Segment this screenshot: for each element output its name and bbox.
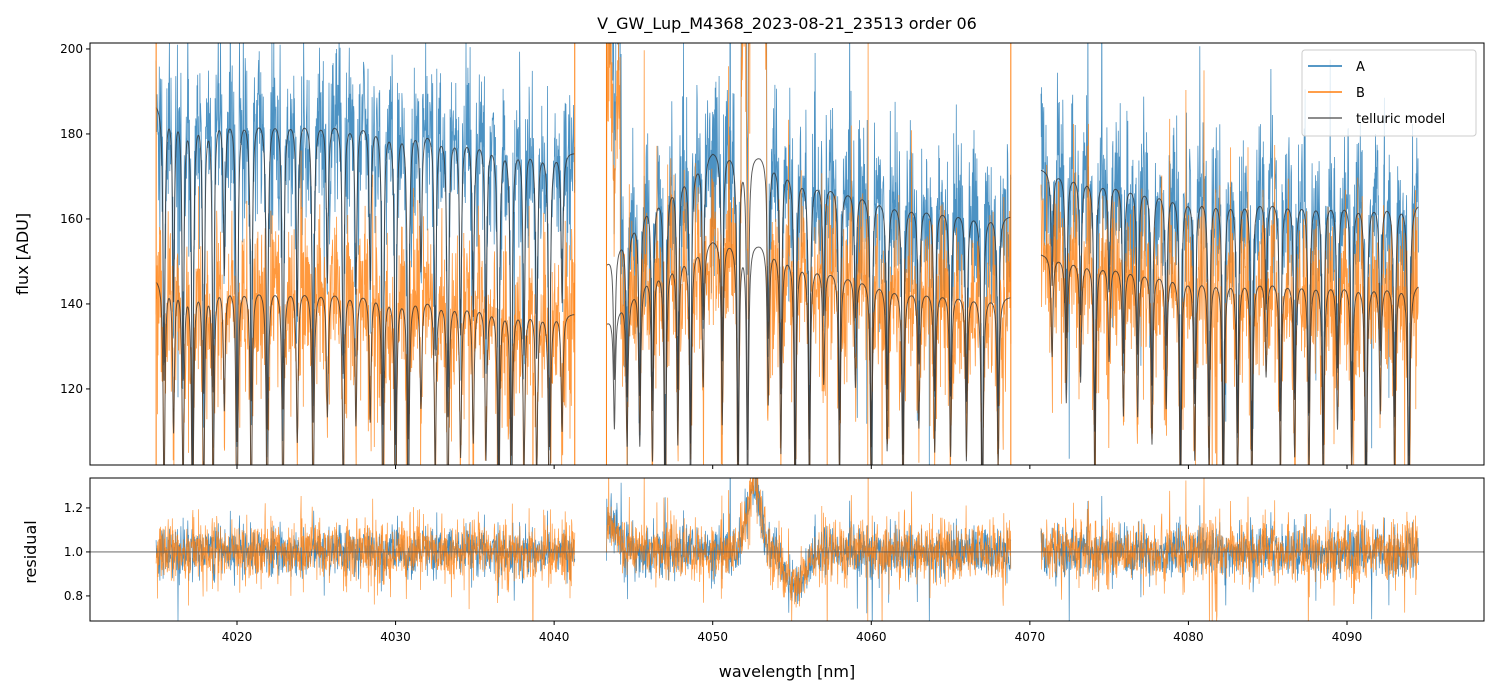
x-axis-label: wavelength [nm] bbox=[719, 662, 856, 681]
x-tick-label: 4050 bbox=[697, 630, 728, 644]
flux-plot-area bbox=[155, 43, 1419, 465]
legend-label-b: B bbox=[1356, 86, 1365, 101]
y-tick-label: 200 bbox=[60, 42, 83, 56]
y-axis-label-flux: flux [ADU] bbox=[13, 213, 32, 295]
y-tick-label: 180 bbox=[60, 127, 83, 141]
flux-panel: 120 140 160 180 200 bbox=[60, 42, 1485, 469]
legend: A B telluric model bbox=[1301, 49, 1477, 137]
legend-label-model: telluric model bbox=[1356, 112, 1445, 127]
model-b-segment-0 bbox=[155, 281, 575, 465]
axes-frame-1 bbox=[89, 477, 1485, 622]
x-tick-label: 4080 bbox=[1173, 630, 1204, 644]
y-tick-label: 0.8 bbox=[64, 589, 83, 603]
residual-b-segment-1 bbox=[606, 478, 1012, 621]
residual-a-segment-1 bbox=[606, 478, 1012, 621]
legend-label-a: A bbox=[1356, 60, 1365, 75]
model-a-segment-2 bbox=[1040, 169, 1419, 465]
legend-box bbox=[1301, 49, 1477, 137]
y-axis-label-residual: residual bbox=[21, 520, 40, 583]
y-tick-label: 160 bbox=[60, 212, 83, 226]
series-b-segment-2 bbox=[1040, 70, 1419, 465]
residual-plot-area bbox=[90, 478, 1484, 621]
x-tick-label: 4020 bbox=[222, 630, 253, 644]
chart-title: V_GW_Lup_M4368_2023-08-21_23513 order 06 bbox=[597, 14, 977, 34]
model-b-segment-2 bbox=[1040, 254, 1419, 465]
axes-frame-0 bbox=[89, 42, 1485, 466]
model-a-segment-1 bbox=[606, 153, 1011, 465]
x-tick-label: 4060 bbox=[856, 630, 887, 644]
model-b-segment-1 bbox=[606, 242, 1011, 465]
model-a-segment-0 bbox=[155, 107, 575, 465]
y-tick-label: 120 bbox=[60, 382, 83, 396]
residual-b-segment-0 bbox=[155, 495, 576, 621]
x-tick-label: 4040 bbox=[539, 630, 570, 644]
y-tick-label: 1.2 bbox=[64, 501, 83, 515]
y-tick-label: 1.0 bbox=[64, 545, 83, 559]
x-tick-label: 4070 bbox=[1015, 630, 1046, 644]
x-tick-label: 4090 bbox=[1332, 630, 1363, 644]
x-tick-label: 4030 bbox=[380, 630, 411, 644]
y-tick-label: 140 bbox=[60, 297, 83, 311]
residual-b-segment-2 bbox=[1040, 478, 1419, 621]
residual-panel: 4020 4030 4040 4050 4060 4070 4080 4090 0.8 1.0 1.… bbox=[64, 477, 1485, 644]
